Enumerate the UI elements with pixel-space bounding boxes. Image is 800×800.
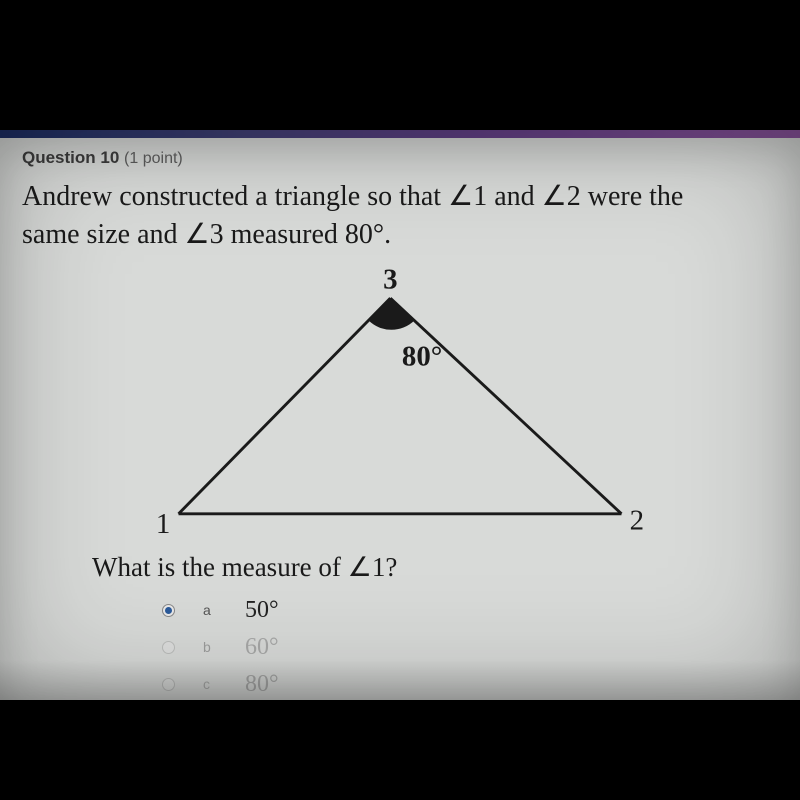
apex-angle-label: 80° xyxy=(402,340,442,372)
apex-vertex-label: 3 xyxy=(383,263,397,295)
option-letter-a: a xyxy=(203,602,217,618)
question-points: (1 point) xyxy=(124,150,183,167)
problem-text-1: Andrew constructed a triangle so that xyxy=(22,181,448,212)
option-value-b: 60° xyxy=(245,634,279,661)
problem-text-4: same size and xyxy=(22,219,185,250)
radio-b[interactable] xyxy=(162,641,175,654)
angle-3-ref: ∠3 xyxy=(185,219,224,250)
option-a[interactable]: a 50° xyxy=(162,597,778,624)
triangle-side-left xyxy=(179,298,391,514)
problem-statement: Andrew constructed a triangle so that ∠1… xyxy=(22,178,778,254)
question-number: Question 10 xyxy=(22,148,119,167)
question-text-pre: What is the measure of xyxy=(92,552,348,582)
window-top-bar xyxy=(0,130,800,138)
triangle-figure: 3 80° 1 2 xyxy=(22,256,778,556)
option-b[interactable]: b 60° xyxy=(162,634,778,661)
quiz-screen: Question 10 (1 point) Andrew constructed… xyxy=(0,130,800,700)
problem-text-3: were the xyxy=(581,181,684,212)
left-vertex-label: 1 xyxy=(156,508,170,540)
problem-text-5: measured 80°. xyxy=(224,219,391,250)
question-angle-ref: ∠1? xyxy=(348,552,398,582)
angle-1-ref: ∠1 xyxy=(448,181,487,212)
triangle-side-right xyxy=(390,298,621,514)
question-prompt: What is the measure of ∠1? xyxy=(92,552,778,583)
right-vertex-label: 2 xyxy=(630,504,644,536)
question-header: Question 10 (1 point) xyxy=(22,148,778,168)
content-area: Question 10 (1 point) Andrew constructed… xyxy=(0,130,800,698)
problem-text-2: and xyxy=(487,181,541,212)
radio-a[interactable] xyxy=(162,604,175,617)
triangle-svg: 3 80° 1 2 xyxy=(140,256,660,556)
angle-2-ref: ∠2 xyxy=(542,181,581,212)
bottom-fade xyxy=(0,660,800,700)
option-letter-b: b xyxy=(203,639,217,655)
option-value-a: 50° xyxy=(245,597,279,624)
